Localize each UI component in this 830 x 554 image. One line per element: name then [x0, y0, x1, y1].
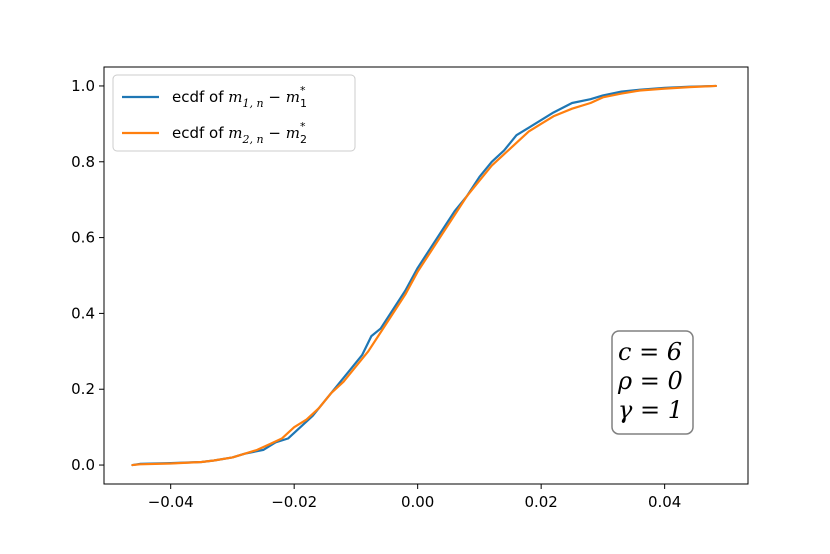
legend-text-part: m	[228, 124, 242, 142]
legend-text-part: m	[286, 124, 300, 142]
parameter-annotation: c = 6ρ = 0γ = 1	[611, 330, 694, 435]
x-tick-label: 0.04	[648, 493, 681, 511]
legend-label-1: ecdf of m1, n − m1*	[172, 84, 307, 110]
x-tick-label: 0.02	[524, 493, 557, 511]
annotation-line-1: c = 6	[618, 338, 682, 366]
legend-label-2: ecdf of m2, n − m2*	[172, 120, 307, 146]
legend-text-part: 1	[300, 97, 307, 110]
legend-text-part: *	[300, 84, 306, 97]
x-tick-label: 0.00	[401, 493, 434, 511]
y-tick-label: 0.0	[71, 456, 95, 474]
y-tick-label: 0.6	[71, 229, 95, 247]
x-tick-label: −0.02	[271, 493, 317, 511]
y-tick-label: 0.2	[71, 380, 95, 398]
annotation-box	[611, 330, 694, 435]
legend-box	[112, 74, 356, 152]
annotation-line-2: ρ = 0	[617, 367, 683, 395]
legend-text-part: 2	[300, 133, 307, 146]
legend-text-part: ecdf of	[172, 124, 228, 142]
legend-text-part: 1, n	[243, 97, 264, 110]
legend: ecdf of m1, n − m1*ecdf of m2, n − m2*	[112, 74, 356, 152]
legend-text-part: m	[286, 88, 300, 106]
legend-text-part: *	[300, 120, 306, 133]
legend-text-part: −	[264, 88, 286, 106]
legend-text-part: ecdf of	[172, 88, 228, 106]
legend-text-part: 2, n	[242, 133, 264, 146]
axes-frame	[103, 66, 749, 485]
y-tick-label: 0.4	[71, 304, 95, 322]
legend-text-part: −	[264, 124, 286, 142]
annotation-line-3: γ = 1	[618, 396, 683, 424]
x-tick-label: −0.04	[148, 493, 194, 511]
axes: −0.04 −0.02 0.00 0.02 0.04 0.0 0.2 0.4 0.6 0.8 1.0	[71, 66, 749, 511]
series-lines	[131, 84, 717, 467]
legend-text-part: m	[228, 88, 242, 106]
y-tick-label: 1.0	[71, 77, 95, 95]
y-tick-label: 0.8	[71, 153, 95, 171]
series-line-2	[131, 84, 717, 467]
